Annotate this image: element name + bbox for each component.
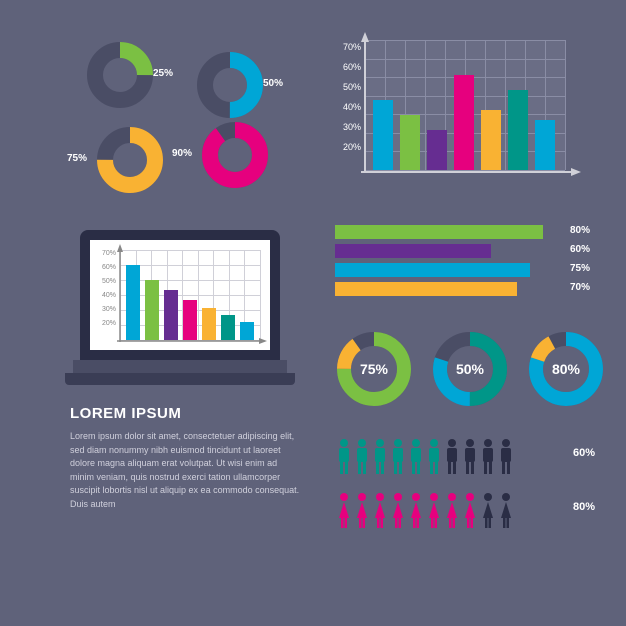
y-axis-label: 50%: [335, 82, 361, 92]
laptop-y-label: 40%: [92, 292, 116, 299]
laptop-hinge: [73, 360, 287, 373]
donut-chart-group: 25% 50% 75% 90%: [85, 40, 305, 200]
y-axis-label: 70%: [335, 42, 361, 52]
bar-label: 60%: [570, 244, 590, 255]
laptop-y-label: 70%: [92, 250, 116, 257]
horizontal-bar: 70%: [335, 282, 590, 296]
people-row: 60%: [335, 435, 595, 479]
laptop-bar: [164, 290, 178, 340]
donut-label: 75%: [67, 153, 87, 164]
bar-label: 70%: [570, 282, 590, 293]
donut-label: 50%: [263, 78, 283, 89]
ring-label: 75%: [360, 361, 388, 377]
laptop-bar: [221, 315, 235, 340]
progress-ring: 75%: [335, 330, 413, 408]
laptop-screen: 70% 60% 50% 40% 30% 20%: [80, 230, 280, 360]
laptop-bar: [145, 280, 159, 340]
chart-bar: [508, 90, 528, 170]
lorem-title: LOREM IPSUM: [70, 405, 300, 422]
donut-chart: 90%: [200, 120, 270, 190]
laptop-y-label: 20%: [92, 320, 116, 327]
horizontal-bar: 75%: [335, 263, 590, 277]
chart-bar: [535, 120, 555, 170]
bar-chart-main: 70% 60% 50% 40% 30% 20%: [335, 40, 575, 195]
laptop-bar: [183, 300, 197, 340]
laptop-y-label: 60%: [92, 264, 116, 271]
people-row: 80%: [335, 489, 595, 533]
y-axis-label: 20%: [335, 142, 361, 152]
progress-ring: 50%: [431, 330, 509, 408]
progress-rings: 75% 50% 80%: [335, 330, 605, 408]
lorem-body: Lorem ipsum dolor sit amet, consectetuer…: [70, 430, 300, 511]
chart-bar: [454, 75, 474, 170]
horizontal-bars: 80% 60% 75% 70%: [335, 225, 590, 301]
y-axis-label: 30%: [335, 122, 361, 132]
laptop-bar: [202, 308, 216, 340]
ring-label: 50%: [456, 361, 484, 377]
chart-bar: [400, 115, 420, 170]
chart-bar: [373, 100, 393, 170]
laptop-bar: [126, 265, 140, 340]
ring-label: 80%: [552, 361, 580, 377]
people-chart: 60% 80%: [335, 435, 595, 543]
people-label: 80%: [573, 501, 595, 513]
laptop-base: [65, 373, 295, 385]
horizontal-bar: 60%: [335, 244, 590, 258]
people-label: 60%: [573, 447, 595, 459]
description-block: LOREM IPSUM Lorem ipsum dolor sit amet, …: [70, 405, 300, 511]
y-axis-label: 60%: [335, 62, 361, 72]
chart-bar: [427, 130, 447, 170]
donut-label: 25%: [153, 68, 173, 79]
laptop-display: 70% 60% 50% 40% 30% 20%: [90, 240, 270, 350]
laptop-illustration: 70% 60% 50% 40% 30% 20%: [65, 230, 295, 385]
y-axis-label: 40%: [335, 102, 361, 112]
laptop-y-label: 50%: [92, 278, 116, 285]
donut-chart: 50%: [195, 50, 265, 120]
donut-chart: 25%: [85, 40, 155, 110]
horizontal-bar: 80%: [335, 225, 590, 239]
bar-label: 80%: [570, 225, 590, 236]
laptop-y-label: 30%: [92, 306, 116, 313]
donut-label: 90%: [172, 148, 192, 159]
bar-label: 75%: [570, 263, 590, 274]
progress-ring: 80%: [527, 330, 605, 408]
donut-chart: 75%: [95, 125, 165, 195]
chart-bar: [481, 110, 501, 170]
